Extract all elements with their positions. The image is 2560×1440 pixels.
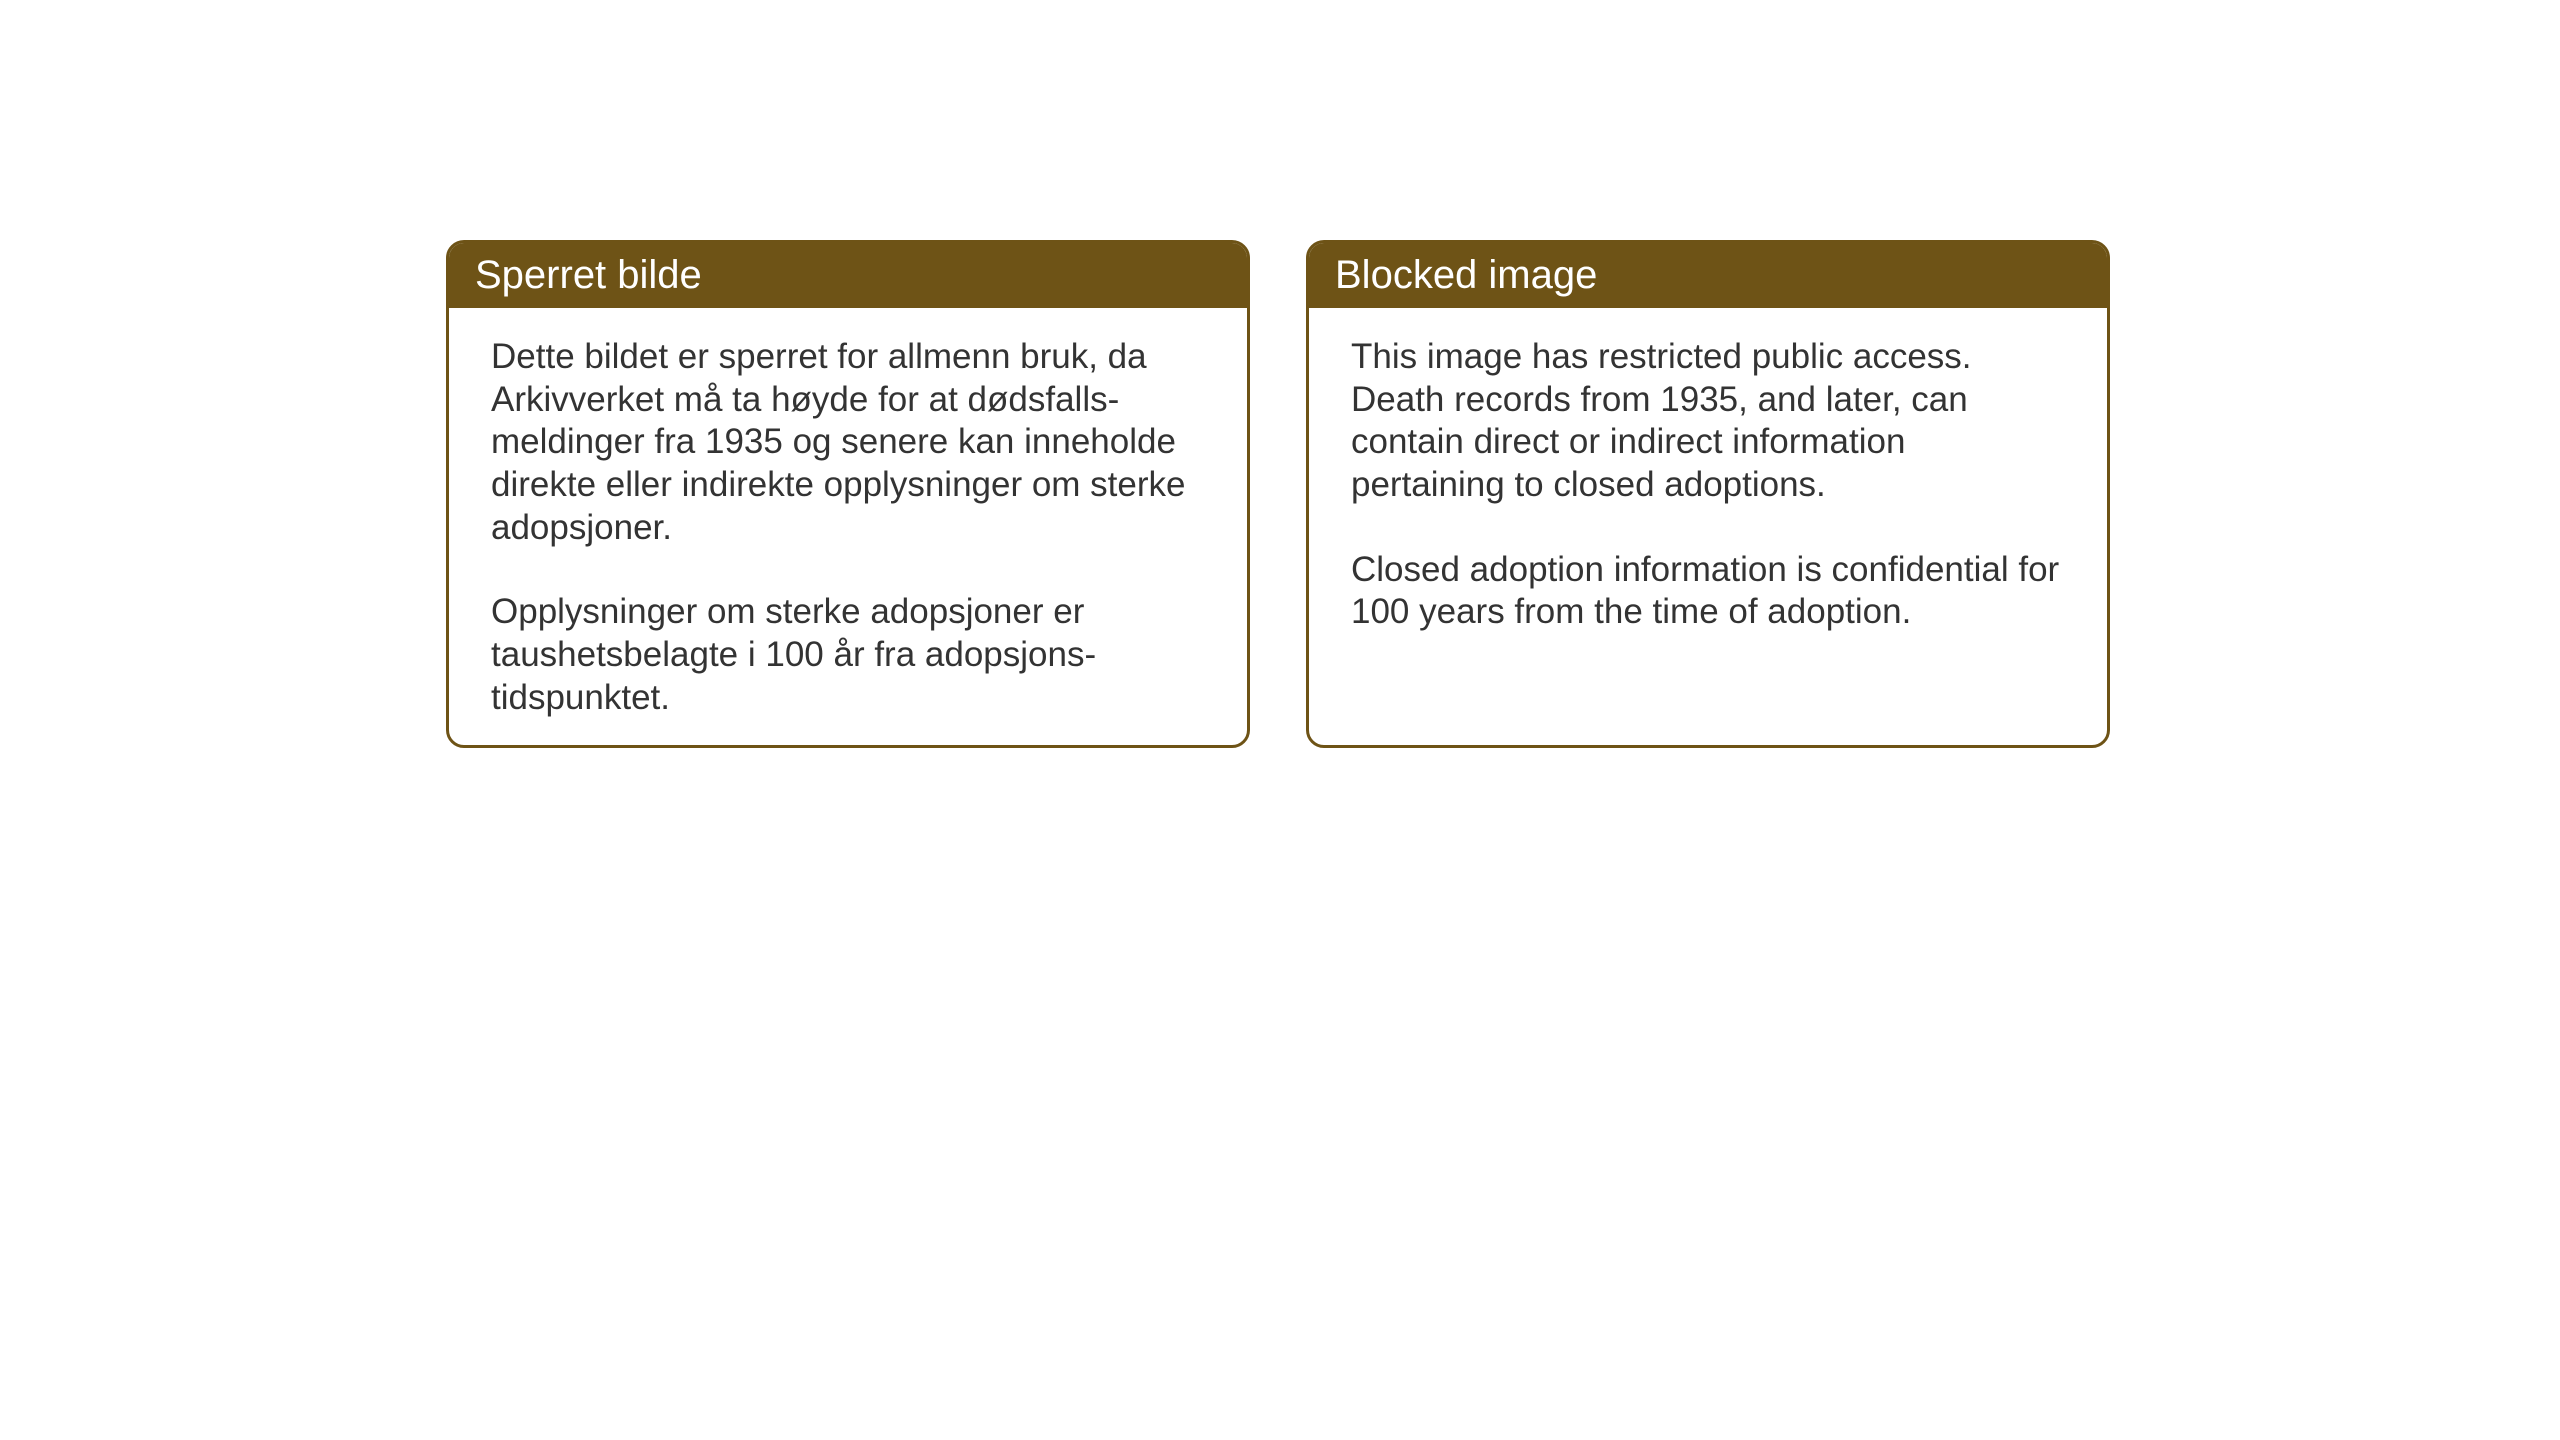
card-body: This image has restricted public access.…: [1309, 308, 2107, 662]
notice-card-norwegian: Sperret bilde Dette bildet er sperret fo…: [446, 240, 1250, 748]
card-paragraph: Dette bildet er sperret for allmenn bruk…: [491, 336, 1205, 549]
card-body: Dette bildet er sperret for allmenn bruk…: [449, 308, 1247, 748]
card-title: Sperret bilde: [449, 243, 1247, 308]
card-paragraph: This image has restricted public access.…: [1351, 336, 2065, 507]
notice-card-english: Blocked image This image has restricted …: [1306, 240, 2110, 748]
notice-cards-container: Sperret bilde Dette bildet er sperret fo…: [446, 240, 2560, 748]
card-paragraph: Closed adoption information is confident…: [1351, 549, 2065, 634]
card-title: Blocked image: [1309, 243, 2107, 308]
card-paragraph: Opplysninger om sterke adopsjoner er tau…: [491, 591, 1205, 719]
